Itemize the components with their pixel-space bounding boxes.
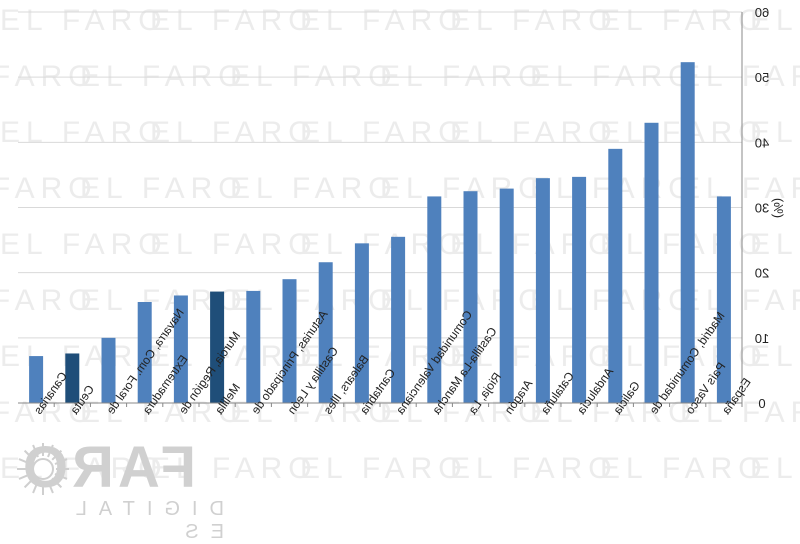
watermark-text: EL FARO <box>750 228 800 261</box>
watermark-text: EL FARO <box>750 452 800 485</box>
bar <box>535 178 550 403</box>
logo-ray <box>54 473 68 480</box>
axis-layer: 0 10 20 30 40 50 60 (%) <box>18 5 786 411</box>
watermark-text: EL FARO <box>450 452 618 485</box>
watermark-text: EL FARO <box>450 4 618 37</box>
brand-name: FARO <box>18 435 196 500</box>
sun-logo-icon <box>17 443 69 495</box>
bar <box>246 290 261 403</box>
logo-ray <box>32 444 39 458</box>
watermark-text: EL FARO <box>600 452 768 485</box>
bar <box>716 196 731 403</box>
bar <box>29 356 44 403</box>
watermark-text: EL FARO <box>150 116 318 149</box>
watermark-text: EL FARO <box>750 340 800 373</box>
logo-ray <box>32 480 39 494</box>
bar <box>210 291 225 403</box>
watermark-text: EL FARO <box>230 172 398 205</box>
bar <box>354 243 369 403</box>
watermark-text: EL FARO <box>0 228 168 261</box>
bar <box>608 148 623 403</box>
chart-container: EL FARO EL FARO EL FARO EL FARO EL FARO EL FA… <box>0 4 800 543</box>
logo-ray <box>47 480 54 494</box>
y-tick-label: 30 <box>755 201 769 216</box>
watermark-text: EL FARO <box>0 116 168 149</box>
bar-layer <box>29 62 731 404</box>
logo-ray <box>23 449 35 461</box>
logo-ray <box>18 458 32 465</box>
watermark-text: EL FARO <box>80 60 248 93</box>
watermark-text: EL FARO <box>380 396 548 429</box>
y-tick-label: 10 <box>755 331 769 346</box>
bar <box>101 337 116 403</box>
watermark-text: EL FARO <box>150 4 318 37</box>
watermark-text: EL FARO <box>450 116 618 149</box>
watermark-text: EL FARO <box>0 60 98 93</box>
y-tick-label: 60 <box>755 5 769 20</box>
bar <box>391 236 406 403</box>
brand-subtitle: DIGITAL ES <box>64 498 224 543</box>
brand-watermark: FARO DIGITAL ES <box>14 435 244 543</box>
logo-ray <box>47 444 54 458</box>
watermark-text: EL FARO <box>380 60 548 93</box>
y-tick-label: 0 <box>758 396 765 411</box>
watermark-text: EL FARO <box>0 284 98 317</box>
watermark-text: EL FARO <box>530 60 698 93</box>
bar <box>680 62 695 403</box>
watermark-text: EL FARO <box>380 284 548 317</box>
bar <box>282 279 297 403</box>
watermark-text: EL FARO <box>80 172 248 205</box>
logo-ray <box>51 449 63 461</box>
y-axis-label: (%) <box>771 198 786 218</box>
bar <box>137 301 152 403</box>
bar <box>572 176 587 403</box>
watermark-text: EL FARO <box>750 4 800 37</box>
bar <box>499 188 514 403</box>
watermark-text: EL FARO <box>150 228 318 261</box>
watermark-text: EL FARO <box>150 452 318 485</box>
logo-ray <box>23 477 35 489</box>
watermark-text: EL FARO <box>230 60 398 93</box>
bar <box>427 196 442 403</box>
watermark-text: EL FARO <box>680 60 800 93</box>
y-tick-label: 50 <box>755 70 769 85</box>
watermark-text: EL FARO <box>300 4 468 37</box>
bar <box>173 295 188 403</box>
bar <box>318 262 333 403</box>
bar <box>644 122 659 404</box>
y-tick-label: 20 <box>755 266 769 281</box>
watermark-text: EL FARO <box>300 452 468 485</box>
bar <box>65 353 80 403</box>
watermark-text: EL FARO <box>300 116 468 149</box>
watermark-text: EL FARO <box>380 172 548 205</box>
watermark-text: EL FARO <box>750 116 800 149</box>
logo-ray <box>51 477 63 489</box>
watermark-text: EL FARO <box>600 4 768 37</box>
watermark-text: EL FARO <box>0 172 98 205</box>
watermark-text: EL FARO <box>680 396 800 429</box>
watermark-text: EL FARO <box>680 284 800 317</box>
watermark-text: EL FARO <box>0 4 168 37</box>
y-tick-label: 40 <box>755 135 769 150</box>
watermark-text: EL FARO <box>680 172 800 205</box>
logo-ray <box>54 458 68 465</box>
watermark-text: EL FARO <box>0 340 168 373</box>
logo-ray <box>18 473 32 480</box>
watermark-text: EL FARO <box>300 228 468 261</box>
bar <box>463 191 478 403</box>
